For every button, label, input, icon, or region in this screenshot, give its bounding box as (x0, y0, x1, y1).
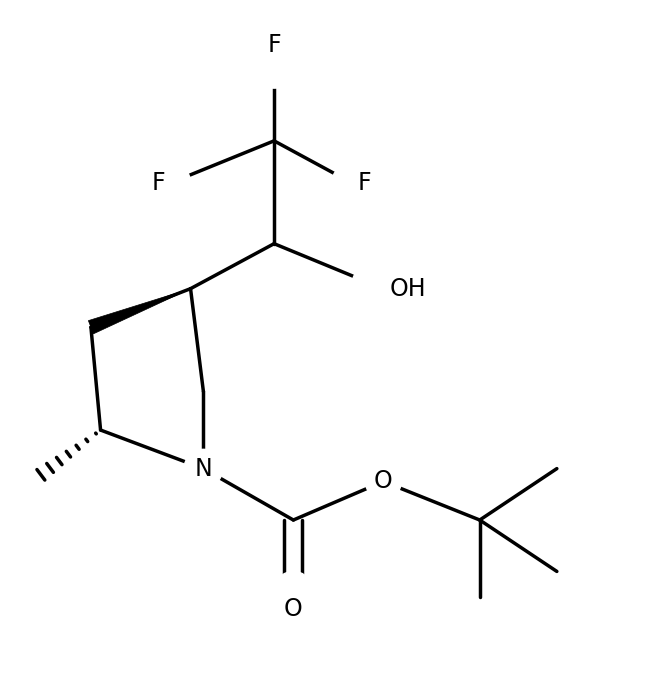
Circle shape (250, 40, 299, 88)
Text: F: F (268, 33, 281, 58)
Circle shape (351, 256, 415, 321)
Circle shape (332, 164, 370, 202)
Text: OH: OH (390, 277, 426, 301)
Circle shape (184, 449, 223, 488)
Circle shape (365, 464, 401, 500)
Polygon shape (89, 289, 191, 334)
Circle shape (152, 164, 191, 202)
Text: F: F (151, 170, 165, 195)
Circle shape (274, 572, 312, 610)
Text: F: F (357, 170, 371, 195)
Text: N: N (195, 457, 212, 481)
Text: O: O (284, 597, 303, 621)
Text: O: O (374, 469, 393, 493)
